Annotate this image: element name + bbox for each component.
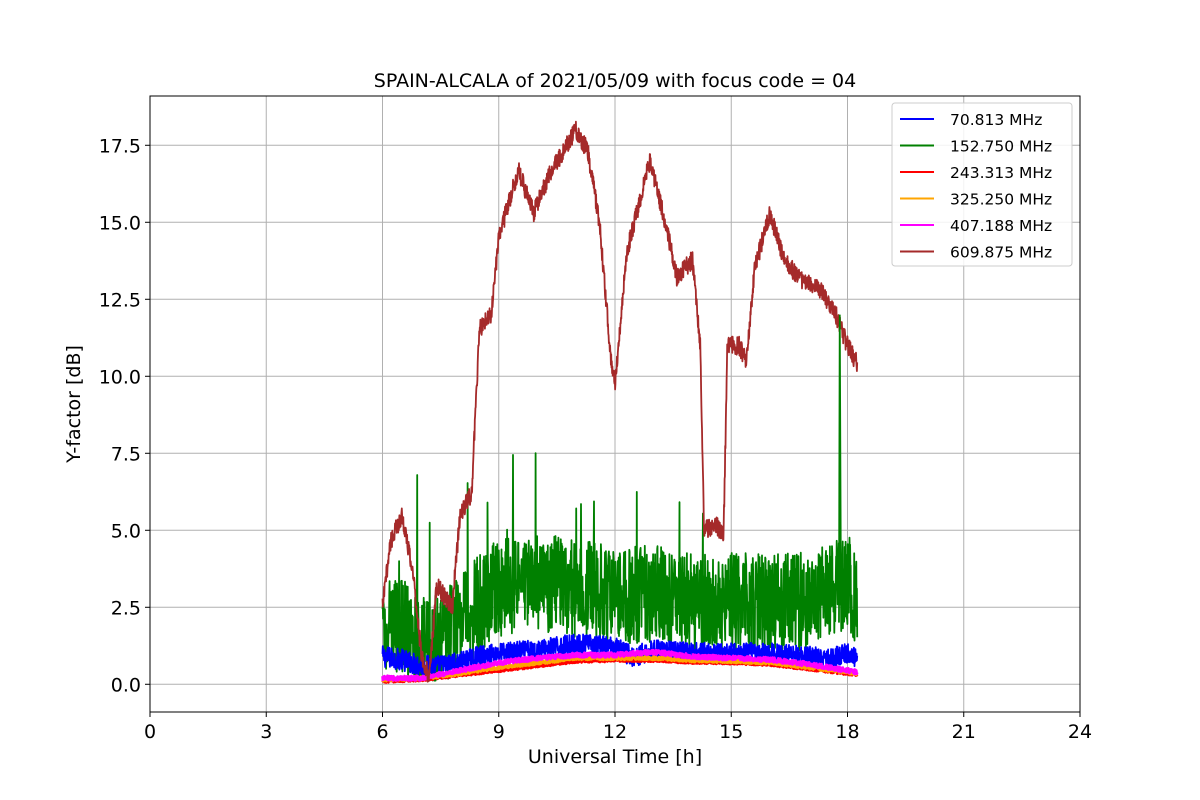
y-tick-label: 2.5 (111, 597, 141, 619)
series-line-4 (381, 648, 859, 682)
legend-label: 609.875 MHz (950, 244, 1052, 262)
y-tick-label: 15.0 (99, 212, 141, 234)
x-tick-label: 6 (376, 721, 388, 743)
x-tick-label: 21 (952, 721, 976, 743)
x-tick-label: 3 (260, 721, 272, 743)
series-line-5 (381, 120, 859, 683)
legend-label: 407.188 MHz (950, 217, 1052, 235)
x-tick-label: 18 (835, 721, 859, 743)
y-tick-label: 0.0 (111, 674, 141, 696)
legend-label: 70.813 MHz (950, 111, 1042, 129)
x-tick-label: 12 (603, 721, 627, 743)
x-axis-label: Universal Time [h] (528, 746, 702, 768)
legend-box (891, 102, 1073, 267)
y-tick-label: 7.5 (111, 443, 141, 465)
y-axis-label: Y-factor [dB] (63, 345, 85, 464)
x-tick-label: 15 (719, 721, 743, 743)
y-tick-label: 10.0 (99, 366, 141, 388)
x-tick-label: 24 (1068, 721, 1092, 743)
series-spike (838, 314, 842, 623)
x-tick-label: 0 (144, 721, 156, 743)
legend-label: 325.250 MHz (950, 191, 1052, 209)
legend-label: 152.750 MHz (950, 138, 1052, 156)
series-line-1 (381, 452, 859, 683)
x-tick-label: 9 (493, 721, 505, 743)
series-lines (381, 120, 859, 684)
legend: 70.813 MHz 152.750 MHz 243.313 MHz 325.250 … (891, 102, 1073, 267)
y-tick-label: 12.5 (99, 289, 141, 311)
legend-label: 243.313 MHz (950, 164, 1052, 182)
y-tick-label: 5.0 (111, 520, 141, 542)
chart-title: SPAIN-ALCALA of 2021/05/09 with focus co… (374, 70, 856, 92)
axis-ticks: 0 3 6 9 12 15 18 21 24 0.0 2.5 5.0 7.5 10.0 12.5 15.0 17… (99, 135, 1092, 743)
y-tick-label: 17.5 (99, 135, 141, 157)
